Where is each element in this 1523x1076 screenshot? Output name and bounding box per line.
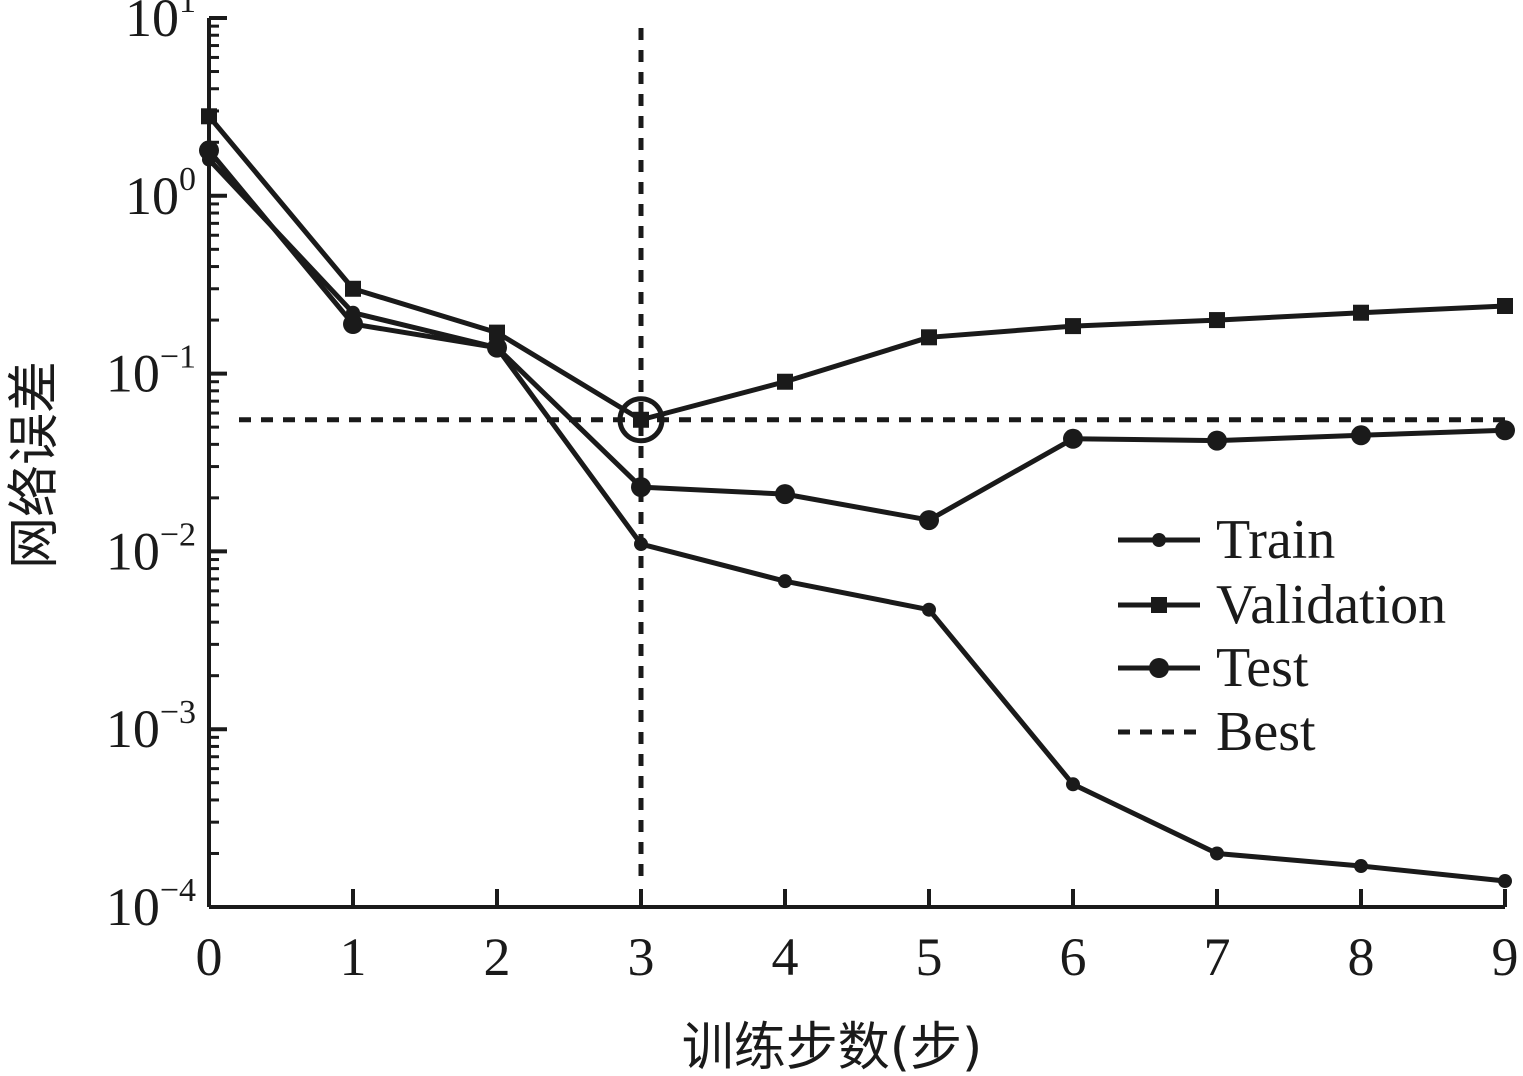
series-validation-point [1353, 304, 1369, 321]
legend-label-train: Train [1216, 509, 1335, 571]
series-validation-point [921, 329, 937, 346]
legend-marker-validation [1151, 597, 1167, 613]
legend-label-best: Best [1216, 701, 1316, 763]
legend-label-test: Test [1216, 637, 1309, 699]
series-validation-point [345, 280, 361, 297]
y-tick-label: 10−3 [106, 694, 196, 759]
legend-entry-test: Test [1118, 637, 1309, 699]
y-axis-label: 网络误差 [5, 361, 65, 569]
x-tick-label: 1 [340, 927, 367, 987]
x-axis: 0 1 2 3 4 5 6 7 8 9 [196, 889, 1519, 987]
series-validation-point [1209, 312, 1225, 329]
x-tick-label: 3 [628, 927, 655, 987]
series-test-point [775, 484, 795, 505]
x-tick-label: 6 [1060, 927, 1087, 987]
series-train [202, 152, 1512, 889]
series-validation-point [201, 108, 217, 125]
y-tick-label: 10−4 [106, 872, 196, 937]
series-test-line [207, 148, 1506, 523]
y-tick-label: 101 [125, 0, 196, 48]
y-axis: 101 100 10−1 10−2 10−3 10−4 [106, 0, 227, 937]
y-tick-label: 10−2 [106, 516, 196, 581]
series-train-point [1066, 777, 1080, 792]
series-test-point [1351, 425, 1371, 446]
series-test-point [343, 314, 363, 335]
legend-entry-train: Train [1118, 509, 1335, 571]
series-validation-line [207, 114, 1506, 423]
x-axis-label: 训练步数(步) [682, 1018, 983, 1076]
series-train-point [1354, 859, 1368, 874]
series-validation-point [489, 324, 505, 341]
series-train-point [1498, 874, 1512, 889]
x-tick-label: 0 [196, 927, 223, 987]
legend-label-validation: Validation [1216, 574, 1446, 636]
series-test-point [631, 477, 651, 498]
plot-area [207, 18, 1505, 909]
x-tick-label: 2 [484, 927, 511, 987]
y-tick-label: 10−1 [106, 339, 196, 404]
series-test-point [487, 337, 507, 358]
series-train-point [922, 602, 936, 617]
legend-entry-best: Best [1118, 701, 1316, 763]
x-tick-label: 7 [1204, 927, 1231, 987]
y-tick-label: 100 [125, 161, 196, 226]
series-test-point [199, 140, 219, 161]
series-train-point [1210, 846, 1224, 861]
series-layer [199, 108, 1515, 889]
legend-marker-train [1152, 533, 1166, 547]
legend-marker-test [1149, 658, 1169, 678]
x-tick-label: 5 [916, 927, 943, 987]
series-validation-point [1497, 297, 1513, 314]
best-layer [239, 28, 1505, 885]
series-validation-point [1065, 318, 1081, 335]
series-test-point [1207, 430, 1227, 451]
x-tick-label: 8 [1348, 927, 1375, 987]
series-test-point [919, 510, 939, 531]
series-test-point [1063, 428, 1083, 449]
series-test-point [1495, 420, 1515, 441]
best-point-circle [617, 396, 665, 444]
x-tick-label: 9 [1492, 927, 1519, 987]
x-tick-label: 4 [772, 927, 799, 987]
series-validation-point [777, 373, 793, 390]
series-train-point [778, 574, 792, 589]
legend-entry-validation: Validation [1118, 574, 1446, 636]
series-validation [201, 108, 1513, 428]
series-train-line [207, 157, 1506, 884]
series-test [199, 140, 1515, 531]
